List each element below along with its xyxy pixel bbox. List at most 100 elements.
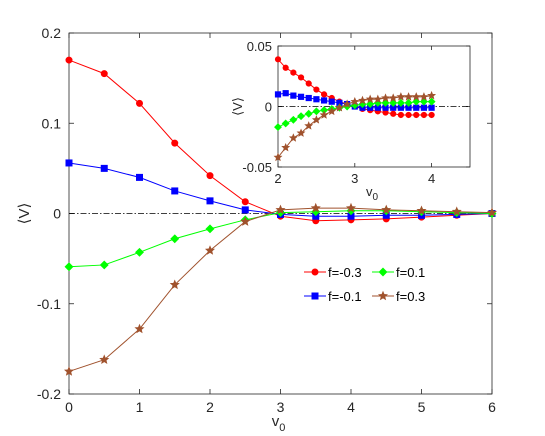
data-point-f-0p1 [65, 159, 73, 167]
inset-data-point-f0p1 [396, 98, 405, 107]
inset-data-point-f-0p1 [428, 104, 435, 111]
inset-data-point-f-0p1 [282, 90, 289, 97]
inset-data-point-f0p3 [304, 121, 314, 130]
inset-data-point-f0p3 [288, 133, 298, 142]
legend-entry-f-0p3: f=-0.3 [304, 265, 362, 280]
inset-x-tick-label: 2 [274, 171, 281, 186]
inset-x-tick-label: 4 [428, 171, 435, 186]
data-point-f0p3 [381, 204, 392, 215]
legend: f=-0.3 f=0.1 f=-0.1 f=0.3 [304, 265, 425, 304]
inset-data-point-f-0p3 [274, 56, 282, 63]
inset-data-point-f-0p3 [413, 111, 420, 119]
inset-data-point-f-0p1 [305, 94, 312, 102]
inset-data-point-f0p1 [312, 107, 321, 116]
inset-data-point-f0p3 [342, 99, 352, 108]
inset-data-point-f0p3 [273, 152, 283, 162]
x-tick-label: 2 [206, 399, 214, 415]
inset-data-point-f0p3 [388, 93, 398, 102]
legend-entry-f-0p1: f=-0.1 [304, 289, 362, 304]
inset-data-point-f0p3 [381, 93, 390, 102]
x-tick-label: 4 [347, 399, 355, 415]
x-tick-label: 3 [277, 399, 285, 415]
data-point-f-0p3 [206, 172, 214, 180]
inset-data-point-f-0p3 [313, 86, 320, 93]
data-point-f0p3 [204, 245, 216, 255]
legend-label: f=0.3 [396, 289, 425, 304]
legend-marker [311, 268, 319, 276]
legend-marker [378, 267, 388, 277]
legend-entry-f0p3: f=0.3 [372, 289, 425, 304]
inset-series-f0p3 [273, 90, 437, 162]
inset-data-point-f0p1 [281, 119, 290, 128]
data-point-f0p3 [310, 202, 321, 213]
data-point-f0p3 [275, 204, 286, 215]
inset-data-point-f-0p3 [420, 111, 428, 119]
data-point-f0p1 [135, 247, 144, 257]
x-tick-label: 6 [488, 399, 496, 415]
inset-data-point-f-0p3 [397, 111, 404, 119]
inset-data-point-f0p1 [419, 97, 428, 106]
inset-data-point-f0p3 [311, 115, 321, 124]
data-point-f0p1 [64, 262, 74, 272]
inset-y-tick-label: 0 [265, 100, 272, 115]
data-point-f-0p3 [171, 139, 179, 147]
inset-data-point-f-0p3 [405, 111, 412, 119]
inset-data-point-f-0p1 [290, 92, 297, 99]
y-tick-label: 0 [53, 206, 61, 222]
legend-entry-f0p1: f=0.1 [372, 265, 425, 280]
data-point-f-0p3 [136, 99, 143, 107]
data-point-f0p1 [99, 260, 109, 270]
inset-data-point-f0p1 [289, 115, 298, 124]
inset-data-point-f-0p3 [282, 64, 289, 71]
inset-data-point-f-0p1 [274, 91, 282, 98]
inset-data-point-f0p1 [297, 112, 305, 121]
y-tick-label: 0.1 [42, 115, 62, 131]
inset-x-tick-label: 3 [351, 171, 358, 186]
y-tick-label: -0.2 [37, 386, 61, 402]
inset-data-point-f0p1 [389, 98, 398, 107]
inset-data-point-f0p3 [373, 94, 383, 104]
inset-data-point-f0p1 [366, 100, 375, 109]
inset-data-point-f0p3 [350, 96, 360, 106]
inset-data-point-f0p1 [381, 98, 390, 107]
data-point-f0p3 [169, 279, 180, 290]
inset-data-point-f-0p3 [320, 91, 328, 98]
data-point-f-0p1 [171, 187, 179, 195]
inset-data-point-f0p3 [419, 92, 429, 101]
data-point-f0p3 [451, 206, 462, 216]
y-axis-label: ⟨V⟩ [16, 203, 33, 225]
data-point-f0p3 [240, 216, 251, 226]
data-point-f0p3 [63, 366, 75, 376]
legend-label: f=0.1 [396, 265, 425, 280]
inset-data-point-f0p3 [319, 110, 329, 119]
legend-marker [377, 290, 389, 301]
inset-data-point-f0p3 [365, 94, 375, 104]
inset-data-point-f-0p1 [297, 93, 305, 100]
inset-y-tick-label: 0.05 [247, 39, 272, 54]
inset-data-point-f0p1 [427, 97, 436, 106]
legend-label: f=-0.3 [328, 265, 362, 280]
inset-data-point-f-0p1 [420, 104, 428, 111]
x-tick-label: 1 [136, 399, 144, 415]
inset-data-point-f-0p3 [428, 111, 435, 119]
inset-series-f-0p1 [274, 90, 435, 111]
series-f0p3 [63, 202, 498, 376]
data-point-f0p3 [134, 323, 145, 334]
inset-data-point-f0p1 [404, 98, 413, 107]
inset-data-point-f0p1 [412, 97, 421, 106]
y-tick-label: -0.1 [37, 296, 61, 312]
x-tick-label: 5 [418, 399, 426, 415]
data-point-f0p3 [345, 202, 357, 213]
inset-data-point-f0p3 [296, 128, 306, 137]
inset-data-point-f0p3 [334, 103, 344, 112]
inset-data-point-f-0p1 [320, 97, 328, 104]
inset-data-point-f-0p3 [297, 74, 305, 81]
data-point-f-0p1 [241, 206, 249, 214]
inset-data-point-f0p3 [396, 92, 406, 101]
data-point-f0p3 [486, 207, 498, 217]
inset-data-point-f-0p1 [313, 96, 320, 103]
legend-marker [311, 292, 319, 300]
inset-data-point-f-0p1 [413, 104, 420, 111]
inset-y-axis-label: ⟨V⟩ [230, 97, 245, 116]
